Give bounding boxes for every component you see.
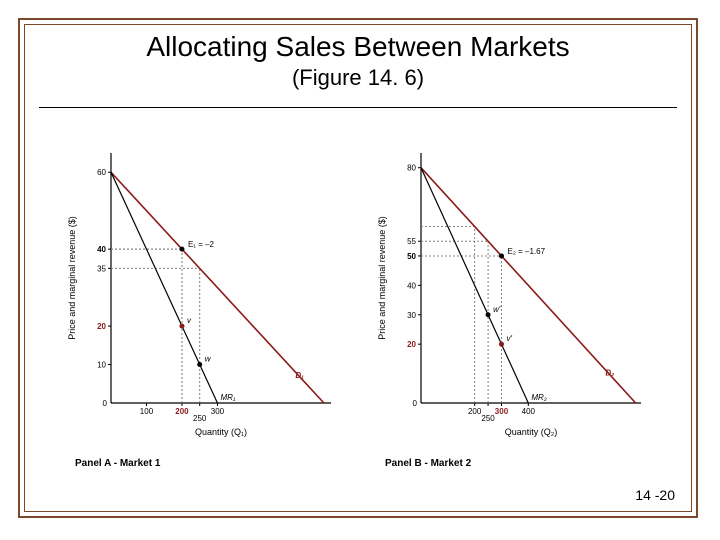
title-rule [39, 107, 677, 108]
charts-container: Price and marginal revenue ($) 0 10 20 35 40 6… [25, 145, 691, 475]
svg-text:0: 0 [413, 399, 418, 408]
svg-text:200: 200 [175, 407, 189, 416]
svg-text:35: 35 [97, 264, 106, 273]
svg-text:Quantity (Q₁): Quantity (Q₁) [195, 427, 247, 437]
inner-border: Allocating Sales Between Markets (Figure… [24, 24, 692, 512]
svg-text:0: 0 [103, 399, 108, 408]
svg-text:300: 300 [211, 407, 225, 416]
svg-text:D₂: D₂ [605, 368, 614, 377]
svg-text:60: 60 [97, 168, 106, 177]
svg-text:300: 300 [495, 407, 509, 416]
page-title: Allocating Sales Between Markets [25, 31, 691, 63]
svg-text:Price and marginal revenue ($): Price and marginal revenue ($) [67, 216, 77, 340]
svg-text:250: 250 [481, 414, 495, 423]
svg-text:30: 30 [407, 311, 416, 320]
svg-text:D₁: D₁ [295, 371, 304, 380]
svg-text:w′: w′ [493, 305, 501, 314]
svg-text:10: 10 [97, 361, 106, 370]
panel-a-label: Panel A - Market 1 [75, 458, 160, 469]
svg-text:55: 55 [407, 237, 416, 246]
svg-text:50: 50 [407, 252, 416, 261]
svg-text:E₁ = –2: E₁ = –2 [188, 240, 215, 249]
panel-b-label: Panel B - Market 2 [385, 458, 471, 469]
svg-text:MR₁: MR₁ [220, 393, 235, 402]
outer-border: Allocating Sales Between Markets (Figure… [18, 18, 698, 518]
page-number: 14 -20 [635, 487, 675, 503]
svg-text:MR₂: MR₂ [531, 393, 547, 402]
svg-text:v: v [187, 316, 192, 325]
svg-text:20: 20 [407, 340, 416, 349]
svg-text:250: 250 [193, 414, 207, 423]
page-subtitle: (Figure 14. 6) [25, 65, 691, 91]
svg-text:40: 40 [97, 245, 106, 254]
svg-text:20: 20 [97, 322, 106, 331]
svg-text:Price and marginal revenue ($): Price and marginal revenue ($) [377, 216, 387, 340]
svg-text:200: 200 [468, 407, 482, 416]
svg-text:400: 400 [522, 407, 536, 416]
svg-text:w: w [205, 355, 212, 364]
svg-text:80: 80 [407, 164, 416, 173]
panel-a-chart: Price and marginal revenue ($) 0 10 20 35 40 6… [63, 145, 343, 465]
svg-text:40: 40 [407, 281, 416, 290]
svg-text:v′: v′ [506, 334, 512, 343]
svg-text:Quantity (Q₂): Quantity (Q₂) [505, 427, 558, 437]
panel-b-chart: Price and marginal revenue ($) 0 20 30 40 50 5… [373, 145, 653, 465]
svg-text:E₂ = –1.67: E₂ = –1.67 [507, 247, 545, 256]
svg-text:100: 100 [140, 407, 154, 416]
